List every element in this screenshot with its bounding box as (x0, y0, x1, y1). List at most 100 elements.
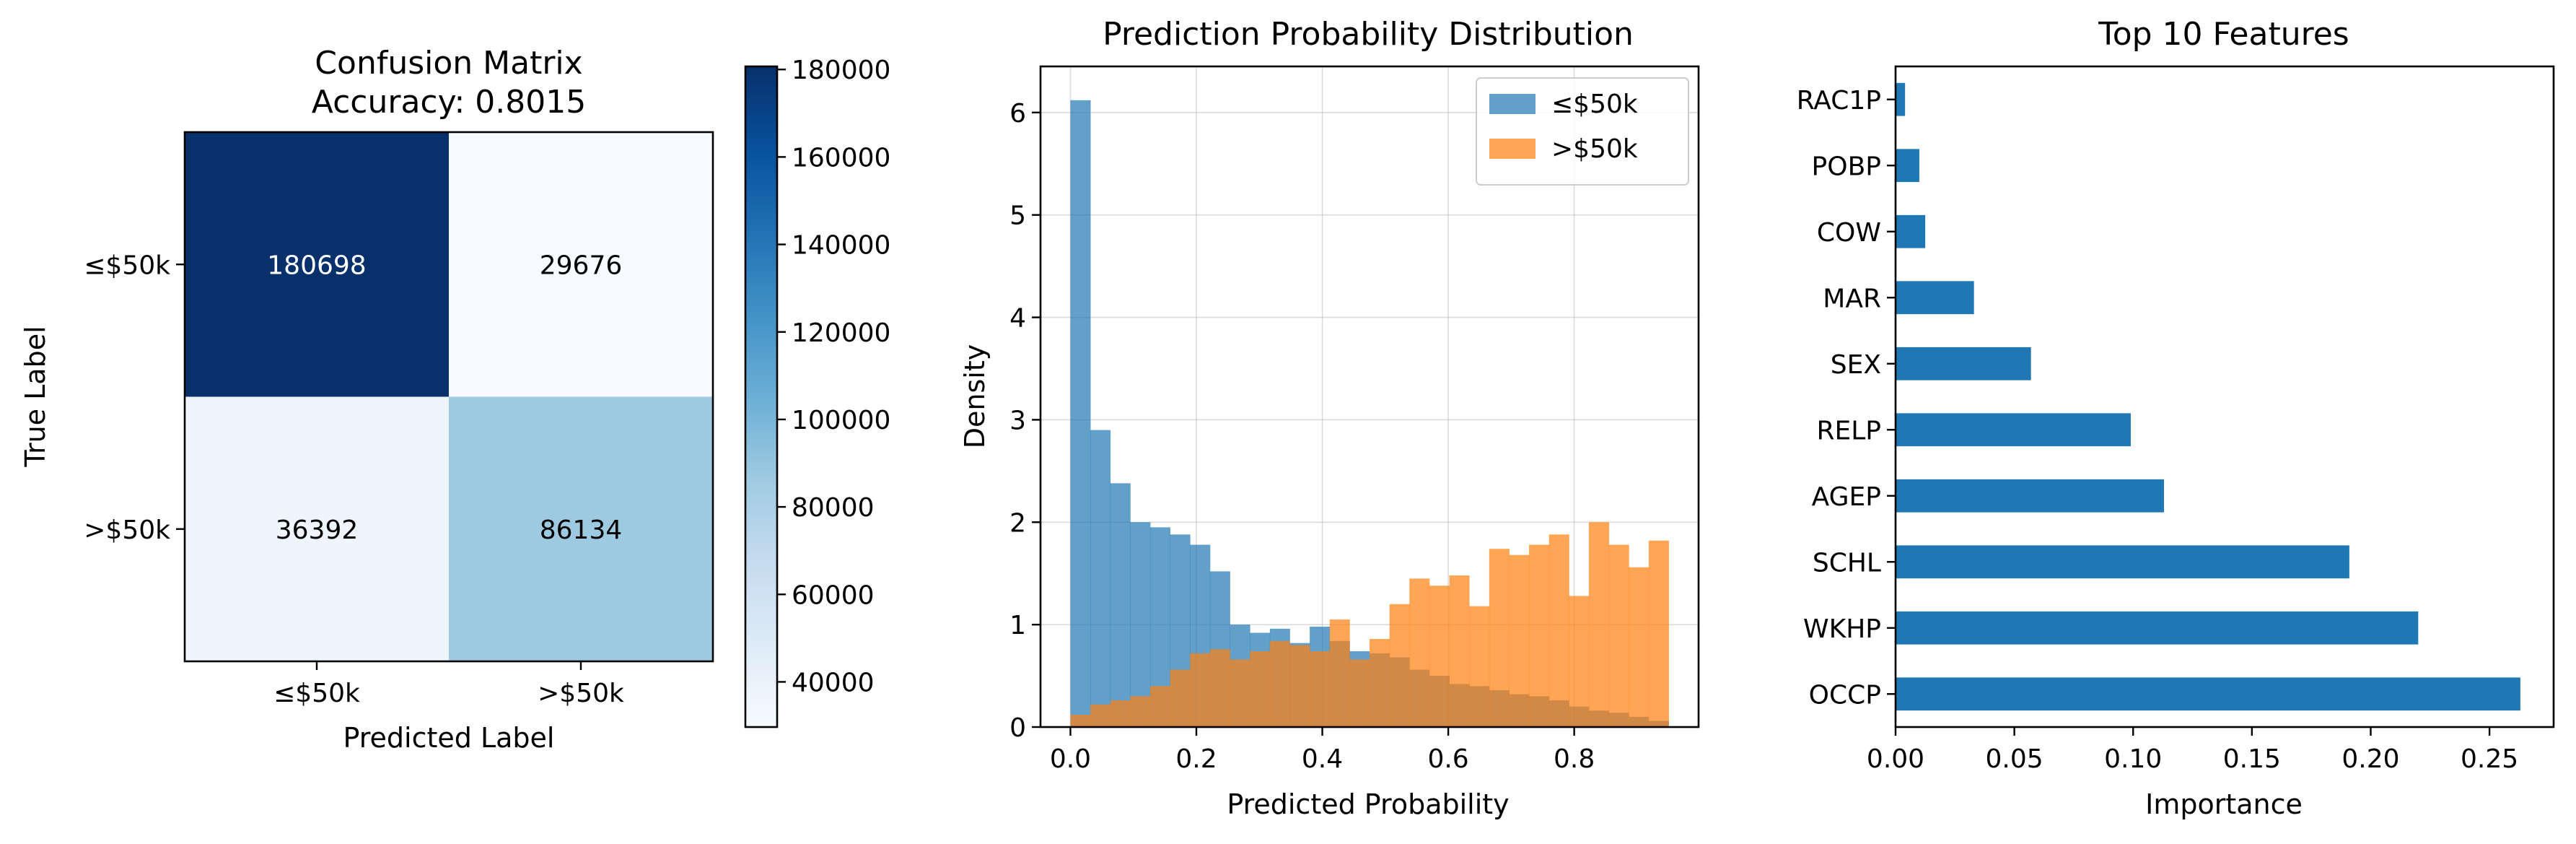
hist-bar (1548, 534, 1569, 727)
colorbar-tick-label: 80000 (792, 493, 875, 523)
feat-ytick-label: WKHP (1803, 614, 1881, 644)
hist-bar (1130, 522, 1151, 727)
feat-title: Top 10 Features (2098, 16, 2349, 53)
hist-bar (1230, 659, 1250, 727)
colorbar-tick-label: 160000 (792, 143, 890, 173)
cm-xtick-label: ≤$50k (273, 679, 360, 708)
feat-xtick-label: 0.05 (1986, 744, 2043, 774)
hist-bar (1070, 714, 1091, 727)
cm-ytick-label: >$50k (84, 515, 170, 545)
feat-bar (1896, 149, 1919, 183)
hist-bar (1209, 649, 1230, 727)
cm-ylabel: True Label (19, 326, 51, 467)
colorbar: 40000 60000 80000 100000 120000 140000 160000 1… (744, 56, 890, 728)
cm-ytick-label: ≤$50k (84, 251, 170, 280)
feat-bar (1896, 479, 2165, 513)
cm-cell-label: 86134 (540, 515, 623, 545)
colorbar-gradient (745, 66, 777, 727)
feat-bar (1896, 611, 2419, 645)
feat-axes: RAC1P POBP COW MAR SEX RELP AGEP SCHL WKHP OCCP 0.… (1797, 86, 2518, 774)
hist-xlabel: Predicted Probability (1227, 788, 1509, 820)
legend-label: >$50k (1551, 134, 1638, 164)
hist-xtick-label: 0.0 (1050, 744, 1091, 774)
cm-axes: ≤$50k >$50k ≤$50k >$50k (84, 251, 624, 708)
hist-ytick-label: 4 (1009, 304, 1026, 334)
hist-bar (1389, 604, 1410, 727)
hist-bar (1329, 619, 1350, 727)
feat-ytick-label: SCHL (1813, 548, 1881, 578)
hist-bar (1529, 544, 1550, 727)
colorbar-tick-label: 100000 (792, 406, 890, 435)
feat-bar (1896, 281, 1974, 315)
hist-bar (1629, 567, 1650, 727)
hist-xtick-label: 0.6 (1427, 744, 1468, 774)
feat-ytick-label: AGEP (1812, 482, 1881, 512)
cm-cell (449, 396, 714, 662)
hist-ytick-label: 0 (1009, 713, 1026, 743)
colorbar-tick-label: 120000 (792, 318, 890, 348)
cm-frame (183, 131, 714, 663)
hist-bar (1130, 696, 1151, 727)
colorbar-ticks: 40000 60000 80000 100000 120000 140000 160000 1… (777, 56, 890, 697)
hist-bar (1110, 700, 1131, 727)
hist-axes: 0.0 0.2 0.4 0.6 0.8 0 1 2 3 4 5 6 (1009, 99, 1595, 774)
hist-ytick-label: 5 (1009, 201, 1026, 231)
hist-bar (1509, 554, 1530, 727)
feat-ytick-label: RAC1P (1797, 86, 1881, 116)
hist-bar (1429, 586, 1450, 727)
confusion-matrix-panel: Confusion Matrix Accuracy: 0.8015 180698… (19, 45, 714, 754)
hist-bar (1409, 578, 1430, 727)
hist-bar (1310, 651, 1331, 727)
legend-label: ≤$50k (1551, 90, 1638, 119)
feat-ytick-label: MAR (1823, 284, 1881, 313)
feat-bar (1896, 677, 2520, 711)
hist-xtick-label: 0.8 (1554, 744, 1595, 774)
feat-ytick-label: COW (1817, 218, 1881, 248)
hist-bar (1150, 686, 1171, 727)
cm-subtitle: Accuracy: 0.8015 (312, 84, 586, 121)
hist-title: Prediction Probability Distribution (1103, 16, 1634, 53)
colorbar-tick-label: 60000 (792, 580, 875, 610)
hist-bar (1469, 606, 1490, 727)
hist-bar (1289, 645, 1310, 727)
feat-ytick-label: SEX (1831, 350, 1881, 380)
hist-ytick-label: 3 (1009, 406, 1026, 435)
feat-bars (1896, 82, 2520, 711)
hist-ytick-label: 1 (1009, 611, 1026, 640)
hist-xtick-label: 0.4 (1302, 744, 1343, 774)
hist-bar (1070, 100, 1091, 727)
hist-frame (1039, 65, 1700, 728)
hist-bar (1588, 522, 1610, 727)
hist-bar (1608, 544, 1629, 727)
feat-xtick-label: 0.00 (1867, 744, 1924, 774)
feat-bar (1896, 347, 2031, 380)
feat-xlabel: Importance (2145, 788, 2303, 820)
hist-ytick-label: 6 (1009, 99, 1026, 129)
cm-cell (185, 132, 450, 397)
feat-bar (1896, 214, 1926, 248)
cm-xlabel: Predicted Label (343, 722, 555, 754)
hist-bar (1090, 430, 1111, 727)
feat-ytick-label: POBP (1812, 152, 1881, 181)
colorbar-tick-label: 180000 (792, 56, 890, 85)
hist-bar (1170, 669, 1191, 727)
hist-bar (1449, 575, 1470, 727)
hist-bar (1269, 640, 1290, 727)
feat-xtick-label: 0.15 (2223, 744, 2281, 774)
hist-bar (1190, 653, 1211, 727)
hist-ylabel: Density (959, 344, 991, 448)
histogram-panel: Prediction Probability Distribution 0.0 0… (959, 16, 1700, 820)
legend-swatch (1489, 139, 1535, 159)
hist-bar (1370, 639, 1390, 727)
feat-xtick-label: 0.10 (2104, 744, 2162, 774)
colorbar-frame (744, 65, 779, 728)
hist-legend: ≤$50k >$50k (1476, 77, 1689, 186)
hist-bar (1569, 596, 1590, 727)
cm-cell-label: 180698 (267, 251, 366, 280)
hist-bar (1250, 651, 1271, 727)
feat-bar (1896, 545, 2349, 579)
feature-importance-panel: Top 10 Features RAC1P POBP COW MAR SEX RELP AG… (1797, 16, 2555, 820)
cm-cell (185, 396, 450, 662)
feat-ytick-label: RELP (1816, 416, 1881, 445)
feat-bar (1896, 413, 2131, 447)
